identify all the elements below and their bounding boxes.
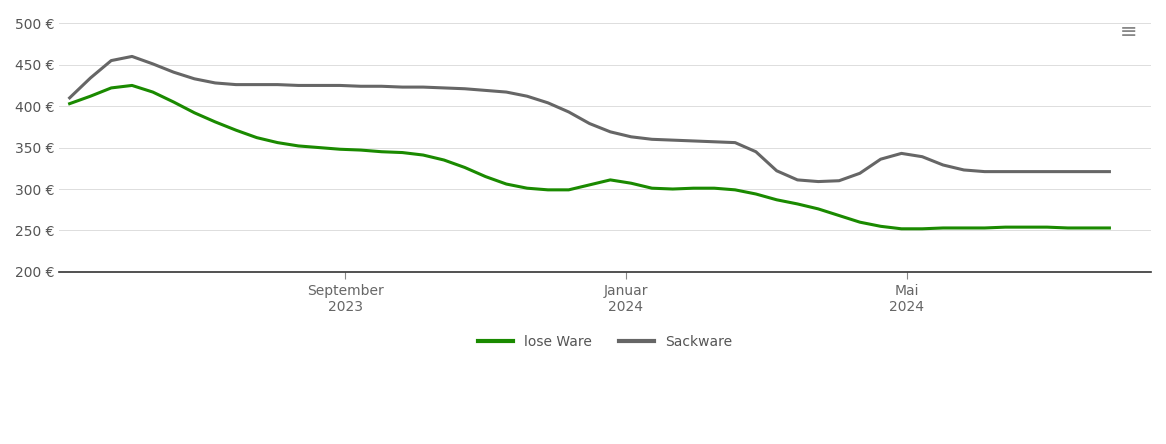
Legend: lose Ware, Sackware: lose Ware, Sackware <box>472 330 738 355</box>
Text: ≡: ≡ <box>1119 22 1137 42</box>
